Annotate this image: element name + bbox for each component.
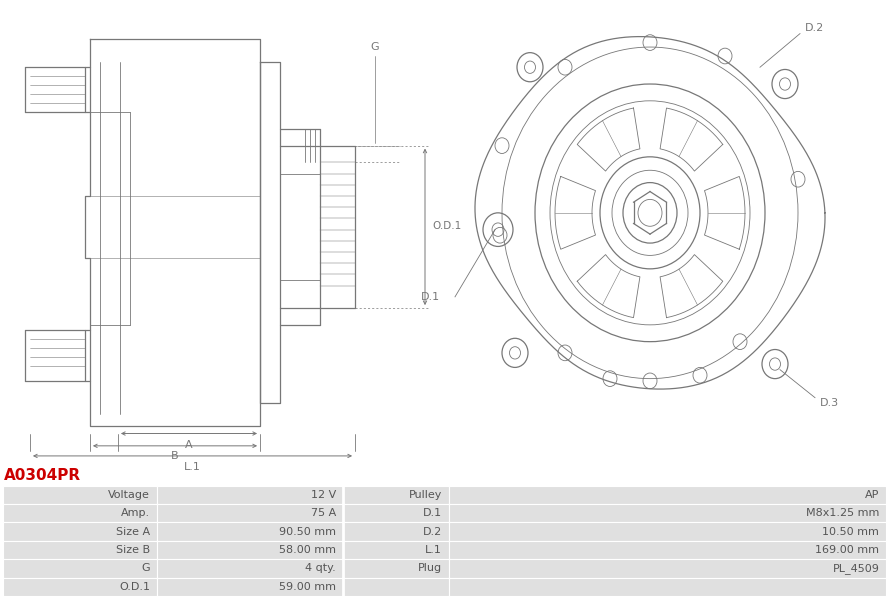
Text: AP: AP xyxy=(865,490,879,500)
Text: 58.00 mm: 58.00 mm xyxy=(279,545,336,555)
Text: D.3: D.3 xyxy=(820,398,839,408)
Bar xyxy=(343,578,449,596)
Text: D.1: D.1 xyxy=(420,292,440,302)
Bar xyxy=(449,523,886,541)
Bar xyxy=(343,486,449,504)
Text: 10.50 mm: 10.50 mm xyxy=(822,527,879,536)
Bar xyxy=(157,523,343,541)
Bar xyxy=(449,486,886,504)
Text: 4 qty.: 4 qty. xyxy=(305,563,336,573)
Text: 90.50 mm: 90.50 mm xyxy=(279,527,336,536)
Bar xyxy=(449,504,886,523)
Text: PL_4509: PL_4509 xyxy=(832,563,879,574)
Bar xyxy=(449,559,886,578)
Bar xyxy=(343,523,449,541)
Bar xyxy=(157,578,343,596)
Text: G: G xyxy=(371,42,380,52)
Bar xyxy=(3,504,157,523)
Text: L.1: L.1 xyxy=(425,545,442,555)
Text: Pulley: Pulley xyxy=(408,490,442,500)
Text: 169.00 mm: 169.00 mm xyxy=(815,545,879,555)
Text: G: G xyxy=(141,563,150,573)
Bar xyxy=(157,486,343,504)
Bar xyxy=(3,578,157,596)
Text: D.2: D.2 xyxy=(422,527,442,536)
Text: L.1: L.1 xyxy=(183,462,200,472)
Bar xyxy=(3,486,157,504)
Text: O.D.1: O.D.1 xyxy=(432,221,461,231)
Bar xyxy=(449,541,886,559)
Bar xyxy=(343,541,449,559)
Bar xyxy=(3,541,157,559)
Bar xyxy=(343,559,449,578)
Text: Voltage: Voltage xyxy=(108,490,150,500)
Text: Amp.: Amp. xyxy=(121,508,150,519)
Text: A0304PR: A0304PR xyxy=(4,467,81,483)
Bar xyxy=(157,504,343,523)
Bar xyxy=(449,578,886,596)
Text: D.2: D.2 xyxy=(805,23,824,33)
Text: D.1: D.1 xyxy=(423,508,442,519)
Bar xyxy=(157,541,343,559)
Bar xyxy=(343,504,449,523)
Text: Size A: Size A xyxy=(116,527,150,536)
Bar xyxy=(3,523,157,541)
Bar xyxy=(3,559,157,578)
Text: B: B xyxy=(172,451,179,461)
Text: A: A xyxy=(185,440,193,450)
Text: Size B: Size B xyxy=(116,545,150,555)
Bar xyxy=(157,559,343,578)
Text: 12 V: 12 V xyxy=(310,490,336,500)
Text: O.D.1: O.D.1 xyxy=(119,582,150,592)
Text: 75 A: 75 A xyxy=(310,508,336,519)
Text: Plug: Plug xyxy=(418,563,442,573)
Text: 59.00 mm: 59.00 mm xyxy=(279,582,336,592)
Text: M8x1.25 mm: M8x1.25 mm xyxy=(806,508,879,519)
